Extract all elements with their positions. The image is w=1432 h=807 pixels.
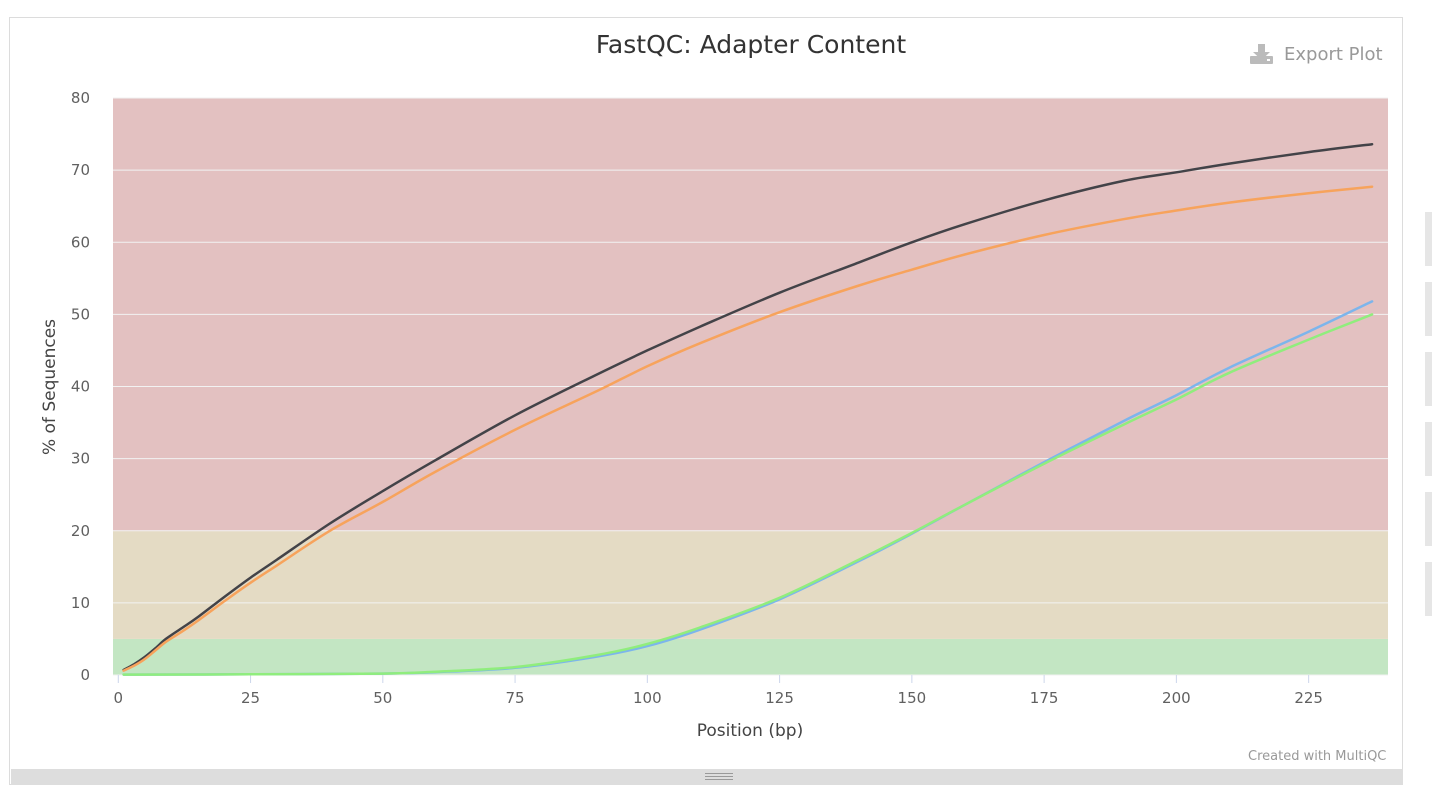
side-tab[interactable] [1425,282,1432,336]
side-tab[interactable] [1425,352,1432,406]
y-tick-label: 50 [71,305,90,323]
grip-icon [705,773,733,780]
side-tab[interactable] [1425,562,1432,616]
download-icon [1250,44,1273,64]
x-tick-label: 75 [506,689,525,707]
x-tick-label: 175 [1030,689,1059,707]
series-line-1 [122,142,1374,672]
created-with-multiqc: Created with MultiQC [1248,749,1387,764]
x-tick-label: 50 [373,689,392,707]
export-plot-label: Export Plot [1284,43,1383,65]
y-tick-label: 20 [71,522,90,540]
x-tick-label: 25 [241,689,260,707]
y-tick-label: 40 [71,378,90,396]
x-tick-label: 0 [114,689,124,707]
side-tab[interactable] [1425,212,1432,266]
y-tick-label: 60 [71,233,90,251]
y-tick-label: 80 [71,89,90,107]
side-tab[interactable] [1425,492,1432,546]
chart-title: FastQC: Adapter Content [595,30,907,59]
side-tab[interactable] [1425,422,1432,476]
x-tick-label: 225 [1294,689,1323,707]
x-tick-label: 100 [633,689,662,707]
y-tick-label: 10 [71,594,90,612]
band-warn [113,530,1388,639]
side-toolbox-tabs [1425,212,1432,632]
series-line-4 [122,313,1374,676]
x-tick-label: 150 [898,689,927,707]
tick-labels: 0 10 20 30 40 50 60 70 80 0 25 50 75 100 125 150 175 200 2… [71,89,1323,707]
y-axis-title: % of Sequences [40,319,60,455]
export-plot-button[interactable]: Export Plot [1249,40,1383,68]
y-tick-label: 70 [71,161,90,179]
series-lines [122,142,1374,676]
plot-resize-handle[interactable] [11,769,1403,785]
x-axis-title: Position (bp) [697,721,803,741]
y-tick-label: 30 [71,450,90,468]
x-tick-label: 125 [765,689,794,707]
x-tick-label: 200 [1162,689,1191,707]
y-tick-label: 0 [80,666,90,684]
series-line-2 [122,185,1374,672]
band-pass [113,638,1388,675]
